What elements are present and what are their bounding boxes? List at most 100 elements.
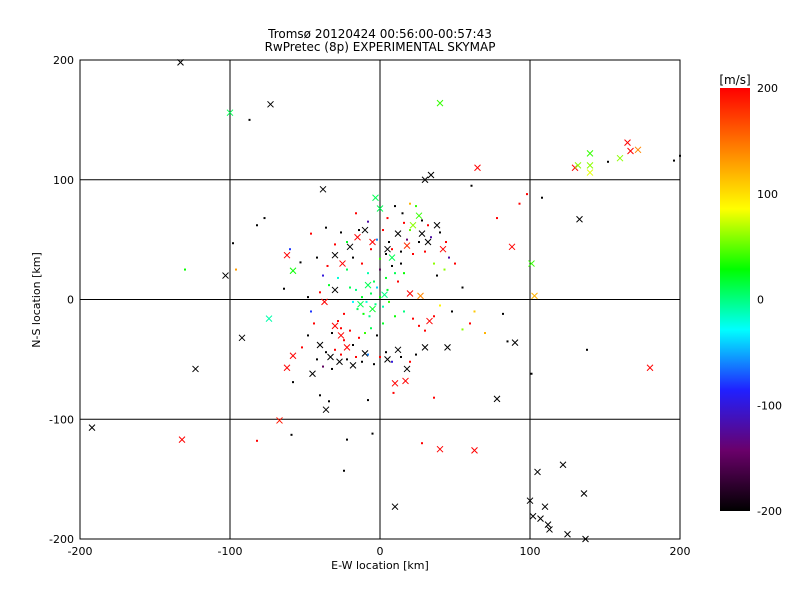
x-tick-label: 100: [520, 545, 541, 558]
data-point-dot: [340, 231, 342, 234]
data-point-cross: [541, 503, 549, 511]
data-point-dot: [443, 268, 446, 271]
data-point-cross: [289, 352, 297, 360]
data-point-dot: [397, 280, 399, 283]
data-point-dot: [319, 394, 321, 397]
x-tick-label: 0: [377, 545, 384, 558]
colorbar-tick-label: 0: [757, 294, 764, 307]
data-point-cross: [384, 245, 391, 253]
data-point-cross: [178, 436, 186, 443]
y-tick-label: 200: [53, 54, 74, 67]
data-point-dot: [355, 288, 357, 291]
data-point-dot: [370, 248, 372, 251]
data-point-cross: [222, 272, 229, 279]
data-point-dot: [361, 262, 363, 265]
data-point-dot: [358, 229, 360, 232]
data-point-dot: [385, 276, 387, 279]
data-point-cross: [576, 215, 583, 223]
data-point-dot: [292, 381, 294, 384]
data-point-dot: [386, 217, 389, 220]
data-point-cross: [493, 395, 501, 403]
data-point-cross: [394, 230, 402, 237]
data-point-cross: [436, 445, 444, 453]
data-point-cross: [372, 194, 379, 202]
data-point-cross: [586, 150, 594, 157]
data-point-dot: [367, 353, 369, 356]
data-point-dot: [403, 310, 405, 313]
data-point-cross: [546, 526, 553, 533]
data-point-dot: [421, 219, 423, 222]
data-point-dot: [386, 288, 389, 291]
data-point-cross: [616, 154, 624, 162]
data-point-cross: [564, 530, 571, 538]
data-point-dot: [346, 241, 348, 244]
data-point-dot: [391, 264, 393, 267]
data-point-cross: [444, 344, 451, 351]
data-point-dot: [322, 365, 324, 368]
data-point-dot: [316, 358, 318, 361]
data-point-cross: [331, 322, 339, 330]
data-point-dot: [424, 250, 426, 253]
data-point-cross: [474, 164, 481, 172]
data-point-dot: [373, 363, 375, 366]
x-axis-ticks: -200 -100 0 100 200: [68, 545, 691, 558]
data-point-dot: [439, 231, 441, 234]
data-points: [88, 59, 681, 543]
colorbar-tick-label: 200: [757, 82, 778, 95]
data-point-dot: [409, 202, 411, 205]
data-point-dot: [382, 305, 384, 308]
data-point-dot: [461, 286, 464, 289]
data-point-dot: [388, 300, 390, 303]
data-point-cross: [267, 100, 274, 108]
data-point-dot: [307, 296, 309, 299]
data-point-dot: [391, 248, 393, 251]
data-point-dot: [541, 196, 543, 199]
data-point-cross: [349, 362, 357, 369]
data-point-dot: [355, 355, 357, 358]
data-point-dot: [301, 346, 303, 349]
data-point-cross: [265, 315, 273, 323]
data-point-dot: [673, 159, 675, 162]
data-point-dot: [412, 252, 414, 255]
data-point-dot: [448, 256, 450, 259]
data-point-dot: [299, 261, 302, 264]
data-point-dot: [376, 334, 378, 337]
data-point-cross: [88, 424, 96, 431]
data-point-cross: [415, 212, 423, 220]
data-point-dot: [368, 315, 371, 318]
data-point-dot: [385, 351, 387, 354]
data-point-dot: [367, 220, 369, 223]
data-point-dot: [362, 312, 365, 315]
data-point-dot: [376, 238, 378, 241]
data-point-dot: [379, 257, 381, 260]
data-point-dot: [370, 327, 372, 330]
data-point-cross: [574, 162, 582, 169]
data-point-dot: [526, 193, 528, 196]
data-point-dot: [376, 286, 378, 289]
data-point-dot: [445, 241, 447, 244]
data-point-cross: [646, 364, 654, 372]
data-point-dot: [356, 308, 359, 311]
data-point-cross: [388, 254, 396, 261]
data-point-dot: [385, 252, 387, 255]
data-point-dot: [370, 292, 372, 295]
colorbar: [720, 88, 750, 511]
data-point-cross: [369, 238, 376, 246]
data-point-cross: [537, 515, 544, 522]
data-point-dot: [469, 322, 471, 325]
data-point-dot: [427, 224, 429, 227]
data-point-dot: [484, 332, 486, 335]
data-point-dot: [367, 272, 369, 275]
data-point-dot: [502, 312, 504, 315]
data-point-dot: [379, 296, 381, 299]
data-point-dot: [361, 296, 363, 299]
data-point-dot: [391, 360, 393, 363]
data-point-dot: [374, 303, 377, 306]
data-point-cross: [331, 251, 339, 259]
data-point-cross: [421, 344, 429, 351]
data-point-dot: [256, 439, 258, 442]
data-point-cross: [289, 267, 297, 275]
data-point-dot: [607, 160, 609, 163]
data-point-cross: [417, 292, 424, 300]
data-point-dot: [322, 274, 324, 277]
